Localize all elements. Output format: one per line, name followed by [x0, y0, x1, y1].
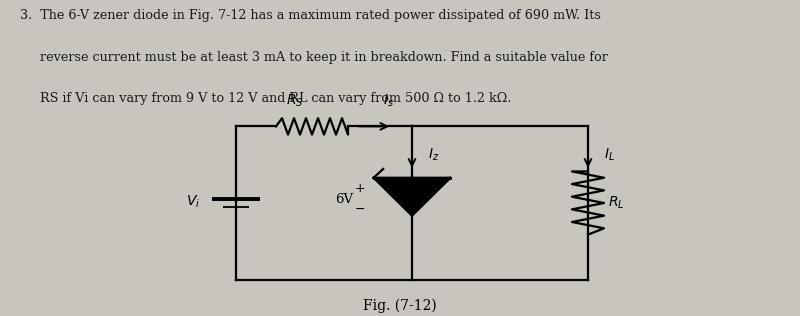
Text: 6V: 6V: [335, 193, 354, 206]
Text: $I_s$: $I_s$: [382, 93, 394, 109]
Text: $I_L$: $I_L$: [604, 147, 615, 163]
Text: $V_i$: $V_i$: [186, 193, 200, 210]
Text: Fig. (7-12): Fig. (7-12): [363, 298, 437, 313]
Text: −: −: [355, 203, 366, 216]
Text: +: +: [355, 182, 366, 195]
Text: reverse current must be at least 3 mA to keep it in breakdown. Find a suitable v: reverse current must be at least 3 mA to…: [20, 51, 608, 64]
Polygon shape: [374, 178, 450, 216]
Text: $R_S$: $R_S$: [286, 93, 303, 109]
Text: RS if Vi can vary from 9 V to 12 V and RL can vary from 500 Ω to 1.2 kΩ.: RS if Vi can vary from 9 V to 12 V and R…: [20, 92, 511, 105]
Text: $R_L$: $R_L$: [608, 195, 625, 211]
Text: $I_z$: $I_z$: [428, 147, 439, 163]
Text: 3.  The 6-V zener diode in Fig. 7-12 has a maximum rated power dissipated of 690: 3. The 6-V zener diode in Fig. 7-12 has …: [20, 9, 601, 22]
